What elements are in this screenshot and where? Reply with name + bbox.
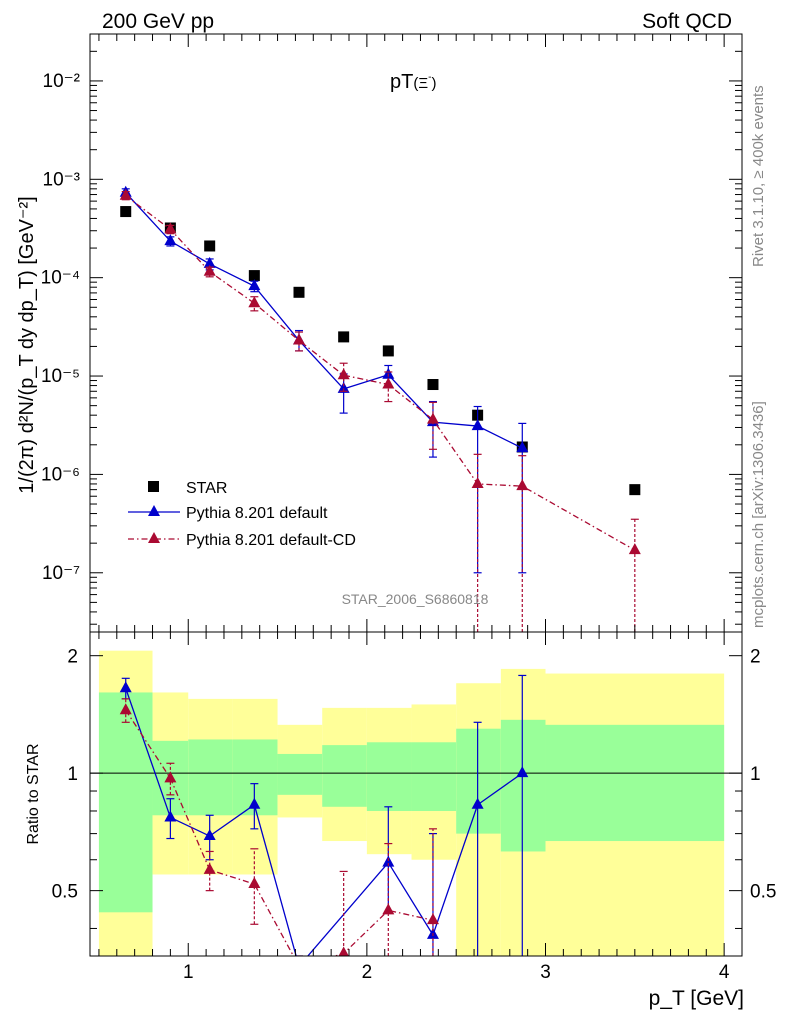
x-tick-label: 2 (362, 962, 373, 983)
pythia-default-point (248, 279, 261, 291)
uncertainty-band-inner (366, 742, 412, 811)
plot-title-sup: - (428, 72, 431, 83)
legend-label-star: STAR (186, 480, 227, 497)
pythia-default-line (125, 192, 523, 449)
pythia-default-point (337, 381, 350, 393)
pythia-default-cd-point (292, 333, 305, 345)
ratio-pythia-default-point (164, 810, 177, 822)
pythia-default-point (471, 419, 484, 431)
ratio-y-tick-label: 2 (67, 647, 78, 668)
pythia-default-cd-point (426, 412, 439, 424)
pythia-default-cd-point (628, 543, 641, 555)
y-tick-label: 10⁻⁴ (41, 268, 80, 289)
y-tick-label: 10⁻⁵ (41, 366, 80, 387)
star-point (427, 379, 439, 391)
ratio-pythia-default-cd-line (125, 709, 434, 956)
uncertainty-band-inner (545, 724, 725, 842)
ratio-pythia-default-point (382, 855, 395, 867)
pythia-default-cd-point (119, 188, 132, 200)
ratio-pythia-default-point (119, 681, 132, 693)
header-left: 200 GeV pp (102, 10, 214, 33)
pythia-default-cd-point (203, 264, 216, 276)
ratio-y-tick-label-right: 0.5 (750, 882, 776, 903)
pythia-default-point (382, 367, 395, 379)
star-point (629, 484, 641, 496)
ratio-pythia-default-point (471, 797, 484, 809)
watermark: STAR_2006_S6860818 (342, 591, 489, 607)
ratio-pythia-default-cd-point (164, 771, 177, 783)
y-tick-label: 10⁻² (43, 71, 81, 92)
legend: STAR Pythia 8.201 default Pythia 8.201 d… (128, 480, 356, 549)
pythia-default-point (203, 256, 216, 268)
star-point (382, 345, 394, 357)
pythia-default-cd-point (164, 222, 177, 234)
x-tick-label: 4 (719, 962, 730, 983)
ratio-pythia-default-cd-point (119, 703, 132, 715)
ratio-pythia-default-cd-point (338, 946, 349, 956)
pythia-default-cd-point (382, 377, 395, 389)
ratio-y-axis-label: Ratio to STAR (25, 743, 42, 844)
ratio-frame (89, 631, 743, 957)
ratio-panel: 1 2 3 4 0.5 0.5 1 1 2 2 Ratio to STAR p_T [GeV] (25, 631, 776, 1010)
y-tick-label: 10⁻⁷ (42, 563, 80, 584)
ratio-pythia-default-cd-point (426, 913, 439, 925)
ratio-pythia-default-cd-point (248, 876, 261, 888)
header-right: Soft QCD (642, 10, 732, 33)
plot-title-close: ) (431, 75, 436, 92)
star-point (204, 240, 216, 252)
ratio-pythia-default-point (516, 766, 529, 778)
star-point (293, 286, 305, 298)
x-tick-label: 1 (183, 962, 194, 983)
side-text-mcplots: mcplots.cern.ch [arXiv:1306.3436] (750, 401, 767, 628)
plot-title-main: pT (390, 71, 413, 93)
star-point (120, 206, 132, 218)
ratio-pythia-default-cd-point (203, 862, 216, 874)
uncertainty-band-inner (411, 742, 457, 811)
legend-pythia-marker (148, 505, 160, 516)
ratio-pythia-default-cd-point (382, 903, 395, 915)
uncertainty-band-inner (322, 745, 367, 807)
uncertainty-band-inner (98, 692, 153, 913)
star-point (338, 331, 350, 343)
main-y-axis-label: 1/(2π) d²N/(p_T dy dp_T) [GeV⁻²] (16, 196, 38, 493)
x-axis-label: p_T [GeV] (649, 987, 744, 1010)
pythia-default-cd-point (516, 479, 529, 491)
ratio-y-tick-label-right: 1 (750, 764, 761, 785)
pythia-default-point (164, 234, 177, 246)
uncertainty-band-inner (188, 739, 233, 816)
uncertainty-band-inner (500, 719, 546, 852)
plot-title: pT(Ξ-) (390, 71, 436, 93)
pythia-default-cd-point (337, 368, 350, 380)
side-text-rivet: Rivet 3.1.10, ≥ 400k events (750, 85, 767, 267)
ratio-y-tick-label-right: 2 (750, 647, 761, 668)
uncertainty-band-inner (277, 753, 323, 795)
pythia-default-point (516, 441, 529, 453)
pythia-default-cd-point (471, 476, 484, 488)
ratio-y-tick-label: 1 (67, 764, 78, 785)
ratio-pythia-default-point (203, 829, 216, 841)
pythia-default-cd-point (248, 296, 261, 308)
x-tick-label: 3 (540, 962, 551, 983)
ratio-y-tick-label: 0.5 (52, 882, 78, 903)
legend-label-pythia: Pythia 8.201 default (186, 505, 328, 522)
legend-label-pythia-cd: Pythia 8.201 default-CD (186, 532, 356, 549)
main-panel: 10⁻² 10⁻³ 10⁻⁴ 10⁻⁵ 10⁻⁶ 10⁻⁷ pT(Ξ-) STAR_200… (16, 33, 743, 633)
legend-pythia-cd-marker (148, 532, 160, 543)
star-point (248, 270, 260, 282)
plot-title-particle: (Ξ (413, 75, 428, 92)
ratio-pythia-default-point (248, 797, 261, 809)
ratio-pythia-default-line (125, 688, 523, 956)
y-tick-label: 10⁻³ (43, 169, 81, 190)
y-tick-label: 10⁻⁶ (41, 464, 80, 485)
uncertainty-band-inner (456, 728, 501, 834)
legend-star-marker (148, 481, 159, 492)
